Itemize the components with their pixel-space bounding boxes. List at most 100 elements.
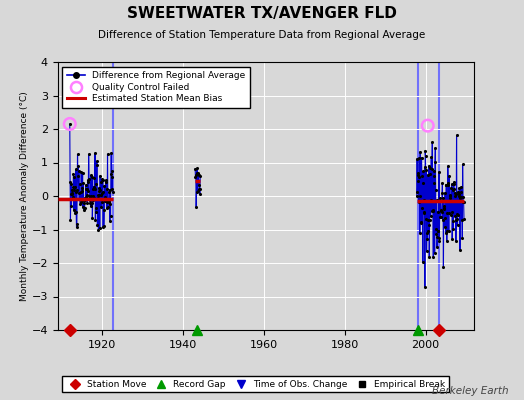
Point bbox=[96, 192, 105, 198]
Point bbox=[430, 180, 438, 186]
Legend: Station Move, Record Gap, Time of Obs. Change, Empirical Break: Station Move, Record Gap, Time of Obs. C… bbox=[62, 376, 449, 392]
Point bbox=[422, 216, 430, 222]
Point bbox=[90, 174, 99, 181]
Point bbox=[423, 229, 431, 236]
Point bbox=[424, 222, 433, 228]
Point bbox=[436, 214, 445, 220]
Point bbox=[428, 208, 436, 214]
Point bbox=[423, 236, 431, 242]
Point bbox=[66, 121, 74, 127]
Point bbox=[102, 179, 111, 186]
Point bbox=[431, 186, 440, 193]
Point bbox=[196, 173, 204, 180]
Point bbox=[194, 172, 203, 179]
Point bbox=[438, 180, 446, 186]
Point bbox=[427, 154, 435, 160]
Point bbox=[442, 182, 451, 189]
Point bbox=[107, 170, 115, 177]
Point bbox=[68, 191, 77, 198]
Point bbox=[95, 188, 104, 194]
Point bbox=[452, 238, 460, 244]
Point bbox=[430, 250, 439, 257]
Point bbox=[80, 207, 88, 213]
Point bbox=[72, 224, 81, 231]
Point bbox=[108, 185, 116, 192]
Point bbox=[67, 203, 75, 210]
Point bbox=[100, 223, 108, 230]
Point bbox=[458, 198, 466, 204]
Point bbox=[448, 236, 456, 242]
Point bbox=[438, 190, 446, 196]
Point bbox=[80, 199, 89, 206]
Point bbox=[89, 186, 97, 192]
Point bbox=[435, 169, 443, 175]
Point bbox=[74, 163, 82, 170]
Point bbox=[71, 189, 80, 195]
Point bbox=[419, 259, 427, 265]
Point bbox=[89, 197, 97, 204]
Point bbox=[427, 212, 435, 219]
Point bbox=[457, 184, 465, 190]
Point bbox=[446, 212, 455, 218]
Point bbox=[99, 189, 107, 196]
Point bbox=[67, 181, 75, 187]
Point bbox=[450, 179, 458, 185]
Point bbox=[73, 187, 81, 193]
Point bbox=[79, 180, 88, 186]
Point bbox=[450, 186, 458, 192]
Point bbox=[416, 174, 424, 181]
Point bbox=[79, 170, 87, 176]
Point bbox=[451, 191, 460, 197]
Point bbox=[424, 228, 432, 234]
Point bbox=[437, 207, 445, 213]
Point bbox=[96, 172, 104, 179]
Point bbox=[413, 156, 421, 162]
Point bbox=[425, 170, 434, 177]
Point bbox=[425, 217, 434, 224]
Point bbox=[414, 199, 423, 206]
Point bbox=[72, 166, 80, 173]
Point bbox=[77, 189, 85, 195]
Point bbox=[96, 187, 105, 194]
Point bbox=[99, 177, 107, 184]
Point bbox=[103, 199, 112, 206]
Point bbox=[460, 216, 468, 222]
Point bbox=[440, 203, 448, 210]
Point bbox=[97, 176, 106, 182]
Point bbox=[421, 153, 430, 160]
Point bbox=[439, 217, 447, 223]
Point bbox=[435, 238, 443, 244]
Point bbox=[414, 172, 423, 178]
Point bbox=[82, 182, 90, 188]
Point bbox=[75, 181, 84, 187]
Point bbox=[85, 193, 93, 200]
Point bbox=[192, 189, 201, 195]
Point bbox=[98, 199, 106, 206]
Point bbox=[87, 203, 95, 209]
Point bbox=[101, 194, 109, 200]
Point bbox=[453, 216, 462, 223]
Point bbox=[414, 177, 422, 184]
Point bbox=[92, 181, 100, 187]
Point bbox=[459, 199, 467, 206]
Point bbox=[440, 206, 449, 212]
Point bbox=[427, 197, 435, 204]
Point bbox=[78, 184, 86, 191]
Point bbox=[88, 174, 96, 180]
Point bbox=[191, 166, 199, 172]
Point bbox=[430, 167, 438, 174]
Point bbox=[442, 182, 450, 188]
Point bbox=[420, 209, 429, 215]
Point bbox=[431, 159, 439, 165]
Point bbox=[424, 217, 432, 223]
Point bbox=[423, 122, 432, 129]
Point bbox=[66, 121, 74, 127]
Point bbox=[71, 184, 79, 190]
Point bbox=[460, 199, 468, 206]
Point bbox=[445, 227, 453, 234]
Point bbox=[441, 189, 449, 196]
Point bbox=[97, 204, 105, 210]
Point bbox=[86, 172, 95, 179]
Point bbox=[419, 168, 428, 174]
Point bbox=[443, 228, 452, 234]
